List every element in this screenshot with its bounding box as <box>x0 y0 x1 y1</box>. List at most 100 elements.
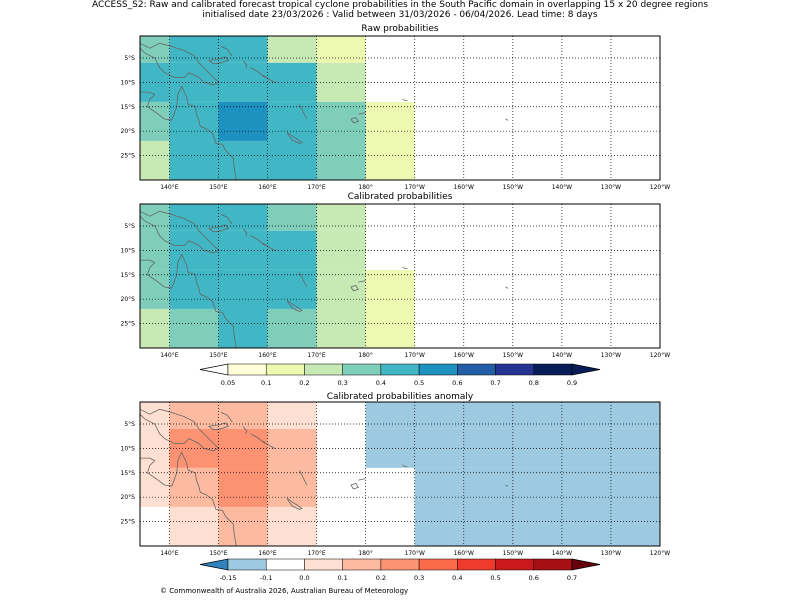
figure-title-line-2: initialised date 23/03/2026 : Valid betw… <box>202 10 598 20</box>
heatmap-cell <box>267 467 317 507</box>
colorbar-under-arrow <box>199 558 229 571</box>
longitude-tick-label: 170°W <box>405 352 425 359</box>
latitude-tick-label: 15°S <box>121 104 136 111</box>
longitude-tick-label: 150°W <box>503 184 523 191</box>
coastline <box>402 99 408 102</box>
coastline <box>505 484 509 487</box>
heatmap-cell <box>365 101 415 180</box>
colorbar-swatch <box>418 558 458 571</box>
heatmap-cell <box>140 101 170 141</box>
coastline <box>262 74 276 83</box>
coastline <box>299 272 308 288</box>
colorbar-swatch <box>265 558 305 571</box>
coastline <box>139 408 220 452</box>
panel-2: 140°E 150°E 160°E 170°E 180° 170°W 160°W 150°W 1… <box>121 203 670 359</box>
longitude-tick-label: 170°E <box>307 550 325 557</box>
longitude-tick-label: 160°W <box>454 550 474 557</box>
coastline <box>242 228 248 236</box>
coastline <box>140 451 237 547</box>
longitude-tick-label: 130°W <box>601 352 621 359</box>
longitude-tick-label: 170°E <box>307 352 325 359</box>
copyright-footer: © Commonwealth of Australia 2026, Austra… <box>160 587 409 595</box>
longitude-tick-label: 180° <box>358 352 372 359</box>
longitude-tick-label: 140°W <box>552 184 572 191</box>
coastline <box>139 42 220 86</box>
figure-title-line-1: ACCESS_S2: Raw and calibrated forecast t… <box>91 0 709 10</box>
heatmap-cell <box>140 230 170 270</box>
longitude-tick-label: 150°W <box>503 550 523 557</box>
heatmap-cell <box>169 402 268 429</box>
colorbar-swatch <box>418 363 458 376</box>
longitude-tick-label: 150°E <box>209 352 227 359</box>
longitude-tick-label: 170°W <box>405 550 425 557</box>
latitude-tick-label: 5°S <box>124 421 135 428</box>
colorbar-swatch <box>304 558 343 571</box>
probability-colorbar: 0.05 0.1 0.2 0.3 0.4 0.5 0.6 0.7 0.8 0.9 <box>199 363 601 387</box>
coastline <box>286 299 303 312</box>
colorbar-tick-label: 0.9 <box>567 379 577 387</box>
colorbar-swatch <box>457 558 496 571</box>
coastlines <box>139 210 509 349</box>
colorbar-tick-label: 0.2 <box>376 574 386 582</box>
coastline <box>358 478 366 481</box>
coastline <box>140 85 237 181</box>
coastline <box>299 470 308 486</box>
heatmap-cell <box>140 428 170 468</box>
colorbar-swatch <box>495 558 535 571</box>
heatmap-cell <box>140 467 170 507</box>
colorbar-swatch <box>265 363 305 376</box>
coastline <box>358 280 366 283</box>
colorbar-tick-label: 0.1 <box>261 379 271 387</box>
coastline <box>242 60 248 68</box>
panel-1: 140°E 150°E 160°E 170°E 180° 170°W 160°W 150°W 1… <box>121 35 670 191</box>
longitude-tick-label: 170°E <box>307 184 325 191</box>
longitude-tick-label: 140°W <box>552 550 572 557</box>
heatmap-cell <box>169 506 219 546</box>
latitude-tick-label: 15°S <box>121 470 136 477</box>
colorbar-tick-label: 0.5 <box>414 379 424 387</box>
colorbar-tick-label: 0.6 <box>529 574 539 582</box>
latitude-tick-label: 15°S <box>121 272 136 279</box>
heatmap-cell <box>218 308 268 348</box>
colorbar-swatch <box>533 363 573 376</box>
colorbar-over-arrow <box>571 558 601 571</box>
heatmap-cell <box>267 506 317 546</box>
colorbar-swatch <box>342 363 382 376</box>
latitude-tick-label: 25°S <box>121 321 136 328</box>
longitude-tick-label: 120°W <box>650 550 670 557</box>
anomaly-colorbar: -0.15 -0.1 0.0 0.1 0.2 0.3 0.4 0.5 0.6 0.7 <box>199 558 601 582</box>
colorbar-tick-label: 0.4 <box>376 379 386 387</box>
calibrated-panel-title: Calibrated probabilities <box>347 192 453 202</box>
colorbar-tick-label: 0.2 <box>299 379 309 387</box>
coastline <box>505 286 509 289</box>
heatmap-cell <box>267 101 317 141</box>
colorbar-tick-label: 0.3 <box>414 574 424 582</box>
longitude-tick-label: 160°E <box>258 550 276 557</box>
probability-cells <box>140 36 415 180</box>
heatmap-cell <box>140 140 170 180</box>
longitude-tick-label: 130°W <box>601 550 621 557</box>
longitude-tick-label: 140°E <box>160 352 178 359</box>
heatmap-cell <box>316 101 366 180</box>
coastline <box>139 210 220 254</box>
heatmap-cell <box>140 308 170 348</box>
longitude-tick-label: 160°E <box>258 184 276 191</box>
heatmap-cell <box>169 308 219 348</box>
colorbar-tick-label: 0.7 <box>567 574 577 582</box>
coastline <box>140 253 237 349</box>
longitude-tick-label: 160°W <box>454 184 474 191</box>
coastline <box>220 213 233 225</box>
heatmap-cell <box>169 36 268 63</box>
anomaly-panel-title: Calibrated probabilities anomaly <box>326 392 474 402</box>
coastline <box>299 104 308 120</box>
heatmap-cell <box>169 140 317 180</box>
probability-cells <box>140 204 415 348</box>
coastline <box>262 440 276 449</box>
latitude-tick-label: 20°S <box>121 494 136 501</box>
coastline <box>350 285 359 292</box>
longitude-tick-label: 150°E <box>209 550 227 557</box>
heatmap-cell <box>365 467 415 546</box>
longitude-tick-label: 160°W <box>454 352 474 359</box>
heatmap-cell <box>267 204 317 231</box>
